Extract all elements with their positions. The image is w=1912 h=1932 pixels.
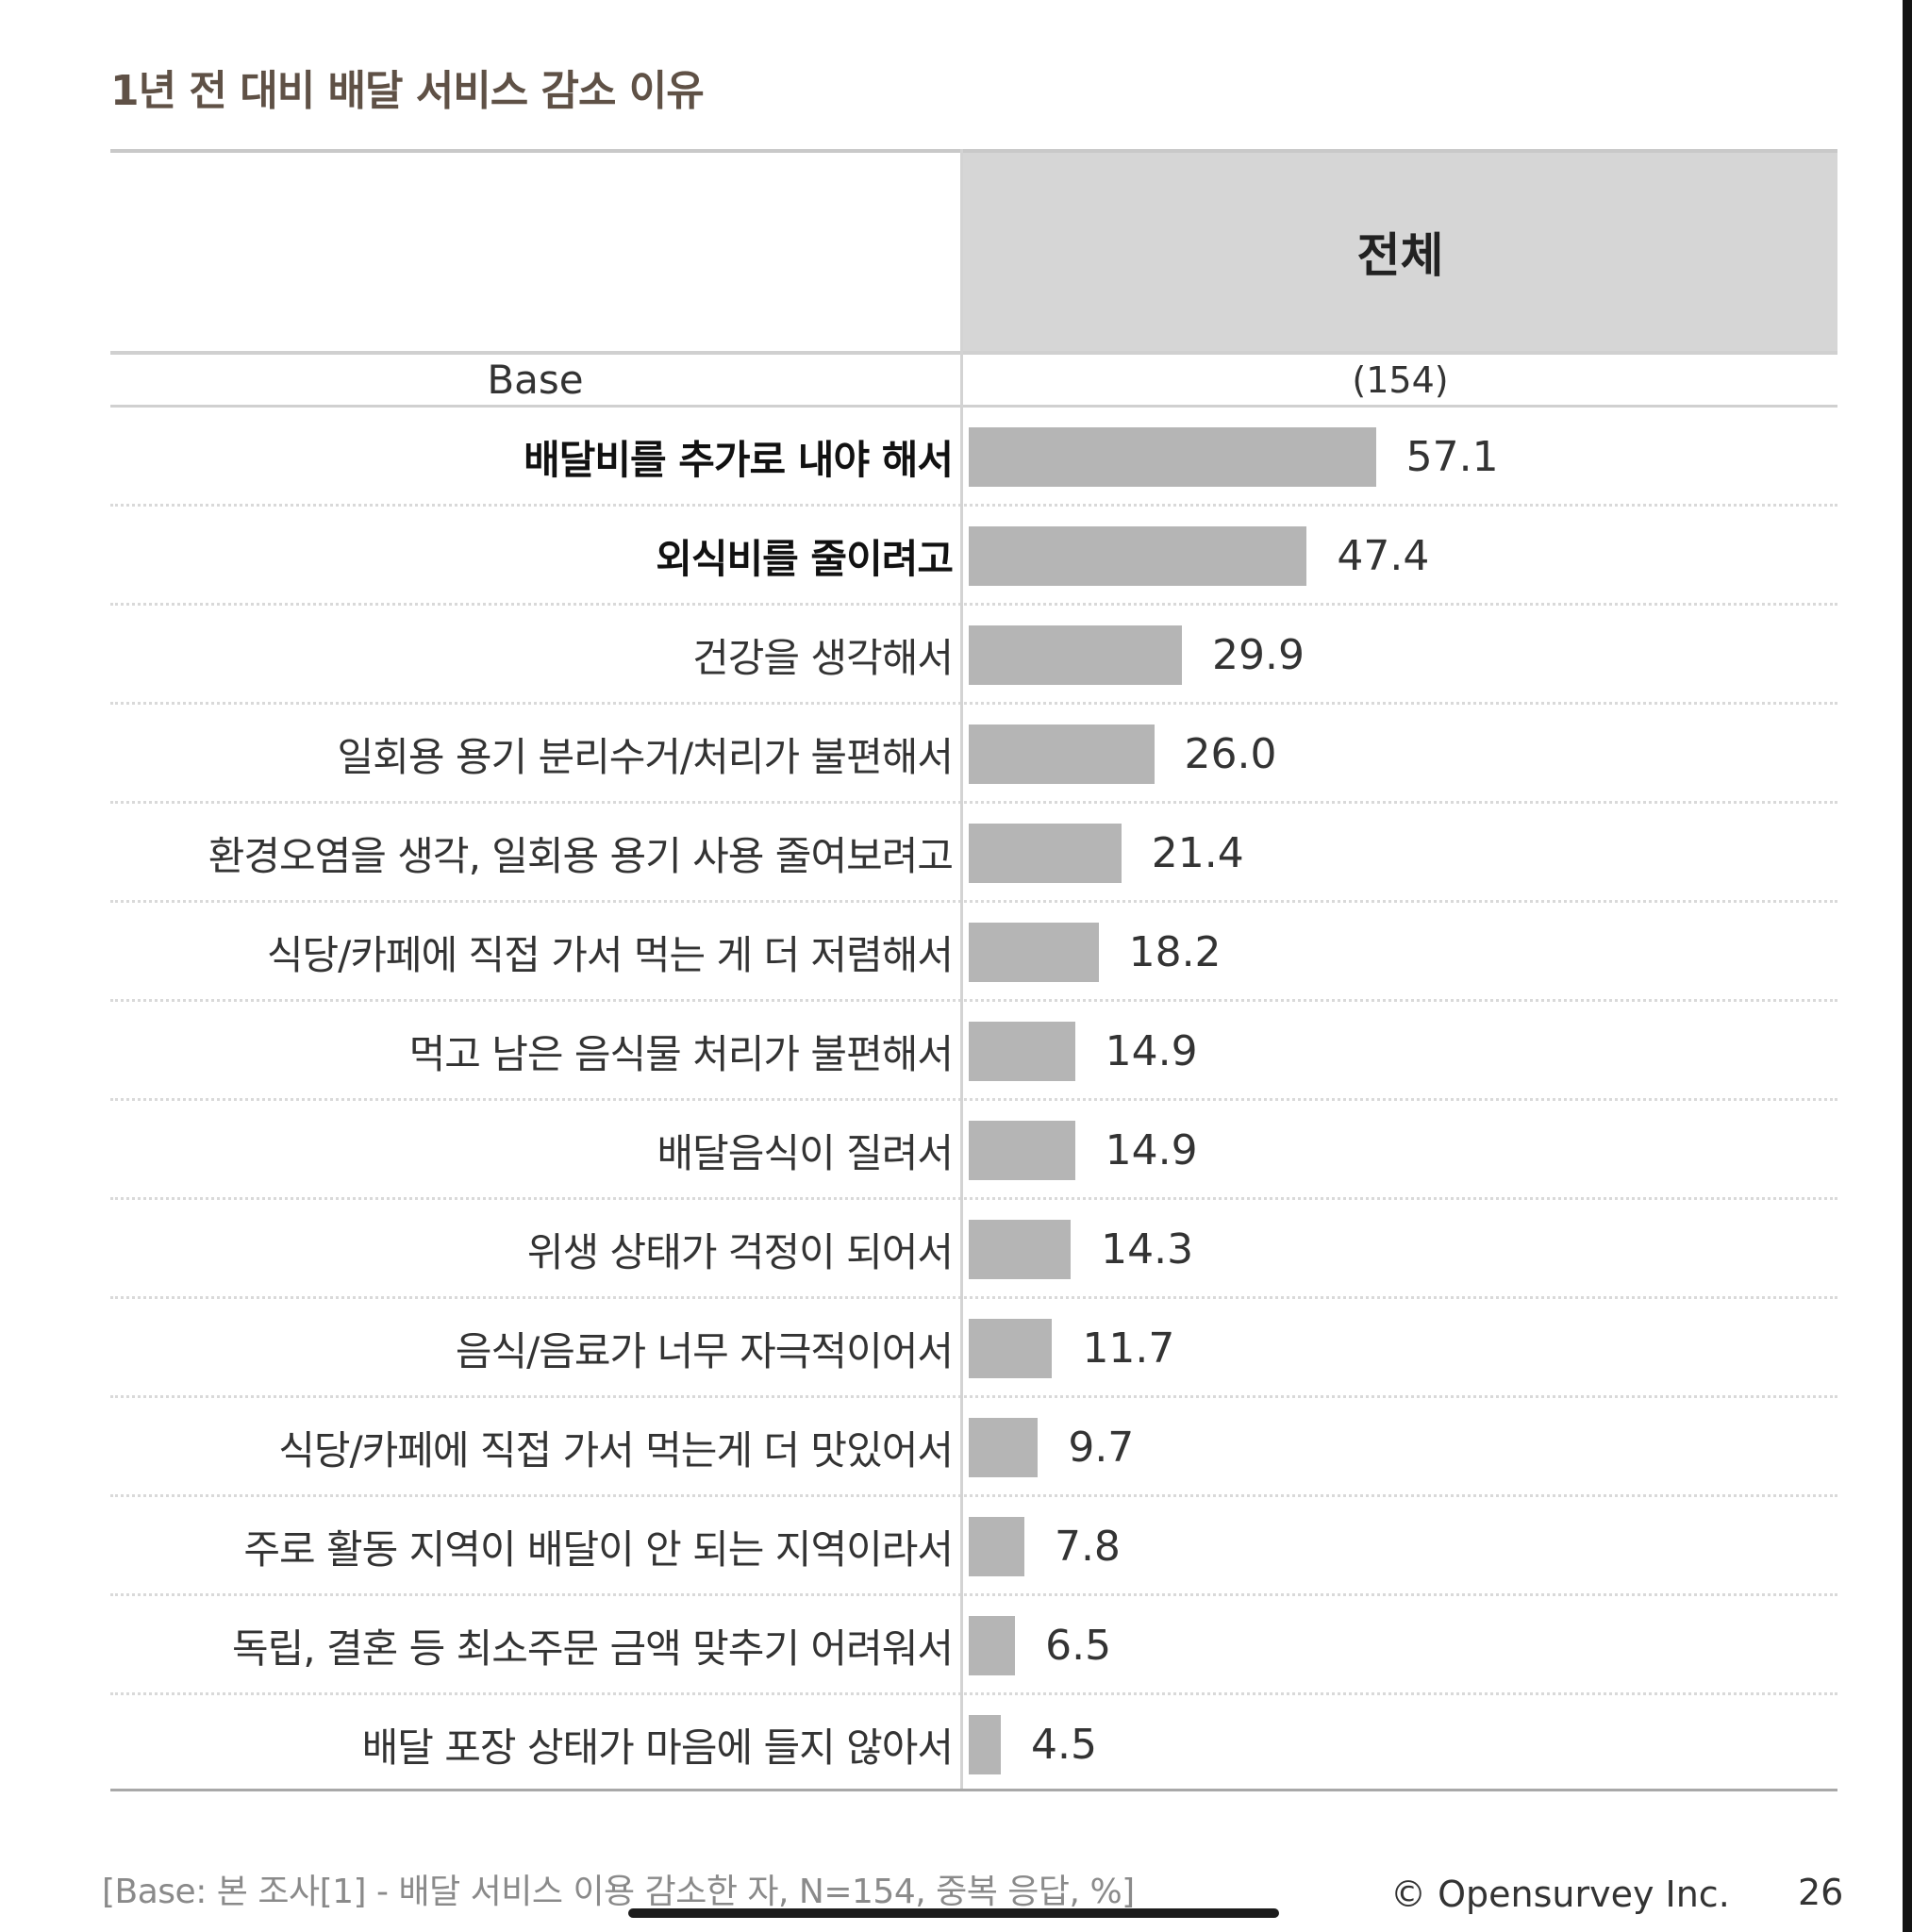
bar xyxy=(969,526,1307,586)
row-separator xyxy=(110,702,1837,705)
bar xyxy=(969,1616,1016,1675)
table-bottom-rule xyxy=(110,1789,1837,1791)
category-label: 주로 활동 지역이 배달이 안 되는 지역이라서 xyxy=(243,1526,954,1573)
category-label: 먹고 남은 음식물 처리가 불편해서 xyxy=(408,1031,954,1077)
row-separator xyxy=(110,1692,1837,1695)
data-label: 57.1 xyxy=(1405,433,1499,481)
bar xyxy=(969,923,1099,982)
data-label: 18.2 xyxy=(1128,928,1222,976)
data-label: 14.9 xyxy=(1105,1126,1198,1174)
base-row-bottom-rule xyxy=(110,405,1837,408)
data-label: 4.5 xyxy=(1031,1721,1097,1769)
table-row: 주로 활동 지역이 배달이 안 되는 지역이라서 7.8 xyxy=(110,1497,1837,1596)
bar xyxy=(969,1715,1002,1774)
bar xyxy=(969,1319,1053,1378)
base-label: Base xyxy=(487,357,584,403)
category-label: 위생 상태가 걱정이 되어서 xyxy=(526,1229,954,1275)
table-row: 위생 상태가 걱정이 되어서 14.3 xyxy=(110,1200,1837,1299)
category-label: 배달음식이 질려서 xyxy=(657,1130,954,1176)
table-row: 식당/카페에 직접 가서 먹는게 더 맛있어서 9.7 xyxy=(110,1398,1837,1497)
table-top-rule xyxy=(110,149,1837,153)
row-separator xyxy=(110,1296,1837,1299)
category-label: 외식비를 줄이려고 xyxy=(656,536,954,582)
copyright: © Opensurvey Inc. xyxy=(1390,1874,1730,1915)
table-row: 건강을 생각해서 29.9 xyxy=(110,606,1837,705)
category-label: 식당/카페에 직접 가서 먹는 게 더 저렴해서 xyxy=(266,932,954,978)
table-row: 환경오염을 생각, 일회용 용기 사용 줄여보려고 21.4 xyxy=(110,804,1837,903)
data-label: 9.7 xyxy=(1068,1424,1135,1472)
table-row: 배달 포장 상태가 마음에 들지 않아서 4.5 xyxy=(110,1695,1837,1794)
category-label: 건강을 생각해서 xyxy=(692,635,954,681)
bar xyxy=(969,1418,1039,1477)
bar xyxy=(969,824,1122,883)
row-separator xyxy=(110,1098,1837,1101)
row-separator xyxy=(110,1395,1837,1398)
data-label: 14.3 xyxy=(1101,1225,1194,1274)
category-label: 배달비를 추가로 내야 해서 xyxy=(524,437,954,483)
row-separator xyxy=(110,999,1837,1002)
table-row: 일회용 용기 분리수거/처리가 불편해서 26.0 xyxy=(110,705,1837,804)
base-value: (154) xyxy=(1352,358,1449,401)
category-label: 배달 포장 상태가 마음에 들지 않아서 xyxy=(361,1724,954,1771)
table-row: 배달음식이 질려서 14.9 xyxy=(110,1101,1837,1200)
table-row: 외식비를 줄이려고 47.4 xyxy=(110,507,1837,606)
row-separator xyxy=(110,1494,1837,1497)
row-separator xyxy=(110,504,1837,507)
table-row: 식당/카페에 직접 가서 먹는 게 더 저렴해서 18.2 xyxy=(110,903,1837,1002)
right-edge-border xyxy=(1903,0,1912,1932)
column-header: 전체 xyxy=(963,153,1837,351)
data-label: 14.9 xyxy=(1105,1027,1198,1075)
data-label: 6.5 xyxy=(1045,1622,1112,1670)
row-separator xyxy=(110,603,1837,606)
row-separator xyxy=(110,900,1837,903)
table-row: 배달비를 추가로 내야 해서 57.1 xyxy=(110,408,1837,507)
category-label: 음식/음료가 너무 자극적이어서 xyxy=(455,1328,954,1374)
bar xyxy=(969,427,1376,487)
category-label: 식당/카페에 직접 가서 먹는게 더 맛있어서 xyxy=(278,1427,954,1474)
data-label: 11.7 xyxy=(1082,1324,1175,1373)
bar xyxy=(969,1022,1075,1081)
footnote: [Base: 본 조사[1] - 배달 서비스 이용 감소한 자, N=154,… xyxy=(102,1873,1135,1911)
page-number: 26 xyxy=(1798,1872,1844,1913)
category-label: 일회용 용기 분리수거/처리가 불편해서 xyxy=(337,734,954,780)
row-separator xyxy=(110,1197,1837,1200)
row-separator xyxy=(110,801,1837,804)
table-row: 독립, 결혼 등 최소주문 금액 맞추기 어려워서 6.5 xyxy=(110,1596,1837,1695)
bar xyxy=(969,1121,1075,1180)
data-label: 26.0 xyxy=(1184,730,1277,778)
scroll-indicator[interactable] xyxy=(628,1908,1279,1918)
column-divider xyxy=(960,149,963,1790)
bar xyxy=(969,1220,1072,1279)
data-label: 47.4 xyxy=(1337,532,1430,580)
data-label: 29.9 xyxy=(1212,631,1305,679)
bar xyxy=(969,724,1155,784)
bar xyxy=(969,1517,1024,1576)
bar xyxy=(969,625,1183,685)
chart-title: 1년 전 대비 배달 서비스 감소 이유 xyxy=(110,67,705,115)
table-row: 먹고 남은 음식물 처리가 불편해서 14.9 xyxy=(110,1002,1837,1101)
row-separator xyxy=(110,1593,1837,1596)
category-label: 독립, 결혼 등 최소주문 금액 맞추기 어려워서 xyxy=(232,1625,954,1672)
category-label: 환경오염을 생각, 일회용 용기 사용 줄여보려고 xyxy=(208,833,954,879)
data-label: 7.8 xyxy=(1054,1523,1121,1571)
data-label: 21.4 xyxy=(1151,829,1244,877)
table-row: 음식/음료가 너무 자극적이어서 11.7 xyxy=(110,1299,1837,1398)
base-row-top-rule xyxy=(110,351,1837,355)
